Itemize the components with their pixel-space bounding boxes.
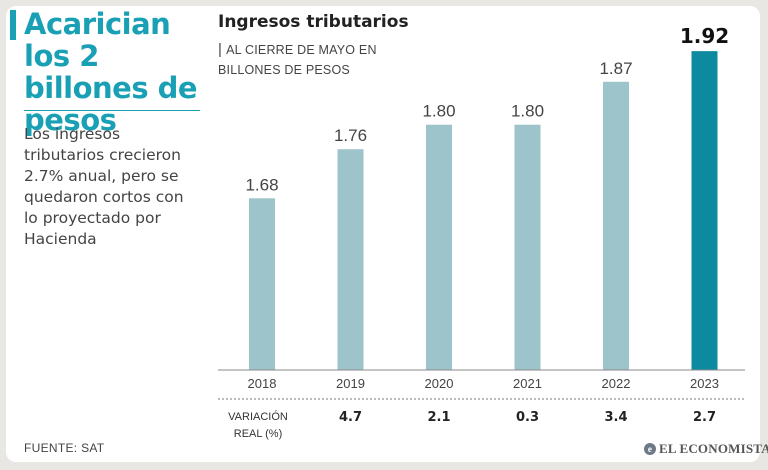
infographic-card <box>6 6 760 462</box>
subtitle-pipe: | <box>218 41 223 58</box>
variation-value-2020: 2.1 <box>427 410 450 425</box>
variation-value-2021: 0.3 <box>516 410 539 425</box>
variation-value-2022: 3.4 <box>604 410 627 425</box>
body-text: Los ingresos tributarios crecieron 2.7% … <box>24 125 184 248</box>
chart-subtitle: | AL CIERRE DE MAYO EN BILLONES DE PESOS <box>218 40 408 80</box>
data-label-2021: 1.80 <box>511 102 544 121</box>
bar-2019 <box>337 149 364 370</box>
x-tick-label-2020: 2020 <box>425 376 454 391</box>
variation-label-line1: VARIACIÓN <box>228 410 288 423</box>
bar-2023 <box>691 51 718 370</box>
x-tick-label-2022: 2022 <box>602 376 631 391</box>
brand-mark-icon: e <box>644 443 656 455</box>
variation-value-2023: 2.7 <box>693 410 716 425</box>
variation-value-2019: 4.7 <box>339 410 362 425</box>
brand-logo: e EL ECONOMISTA <box>644 441 768 457</box>
x-tick-label-2023: 2023 <box>690 376 719 391</box>
chart-subtitle-text: AL CIERRE DE MAYO EN BILLONES DE PESOS <box>218 43 377 77</box>
brand-name: EL ECONOMISTA <box>659 441 768 456</box>
x-tick-label-2018: 2018 <box>248 376 277 391</box>
chart-title: Ingresos tributarios <box>218 12 409 32</box>
x-tick-label-2021: 2021 <box>513 376 542 391</box>
variation-label-line2: REAL (%) <box>234 428 283 440</box>
data-label-2018: 1.68 <box>245 175 278 194</box>
bar-2022 <box>603 81 629 370</box>
headline: Acarician los 2 billones de pesos <box>24 7 198 137</box>
source-note: FUENTE: SAT <box>24 441 105 455</box>
bar-2018 <box>249 198 275 370</box>
data-label-2022: 1.87 <box>599 59 632 78</box>
headline-accent-bar <box>10 10 16 40</box>
data-label-2023: 1.92 <box>680 24 729 48</box>
bar-2020 <box>426 124 452 370</box>
data-label-2019: 1.76 <box>334 126 367 145</box>
bar-2021 <box>514 124 541 370</box>
data-label-2020: 1.80 <box>422 102 455 121</box>
x-tick-label-2019: 2019 <box>336 376 365 391</box>
headline-divider <box>24 110 200 111</box>
